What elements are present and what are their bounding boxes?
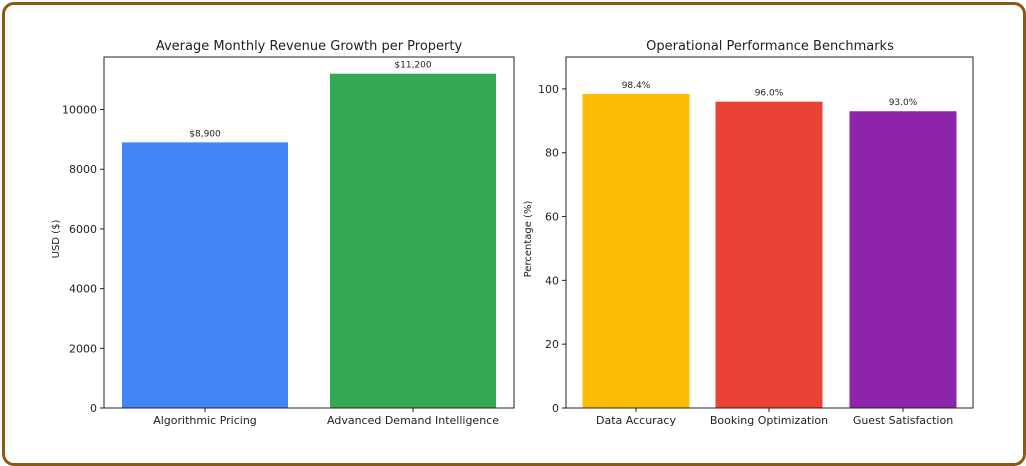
x-ticks: Algorithmic Pricing Advanced Demand Intel… [153, 408, 499, 427]
plot-area-border [565, 56, 974, 409]
y-tick-label: 40 [545, 274, 559, 287]
data-label: 98.4% [622, 81, 651, 91]
y-axis-label: Percentage (%) [523, 201, 534, 278]
x-ticks: Data Accuracy Booking Optimization Guest S… [596, 408, 953, 427]
x-tick-label: Booking Optimization [710, 414, 828, 427]
data-label: $11,200 [394, 61, 431, 71]
y-tick-label: 100 [538, 83, 559, 96]
chart-title: Average Monthly Revenue Growth per Prope… [156, 39, 463, 54]
y-ticks: 0 20 40 60 80 100 [538, 83, 566, 415]
y-tick-label: 0 [90, 402, 97, 415]
x-tick-label: Data Accuracy [596, 414, 676, 427]
y-axis-label: USD ($) [51, 220, 62, 259]
data-label: 93.0% [889, 98, 918, 108]
chart-title: Operational Performance Benchmarks [646, 39, 894, 54]
data-label: $8,900 [189, 129, 221, 139]
bar [330, 73, 496, 408]
chart-revenue: Average Monthly Revenue Growth per Prope… [51, 39, 515, 427]
y-ticks: 0 2000 4000 6000 8000 10000 [62, 104, 104, 415]
bar [849, 111, 957, 408]
bar [582, 94, 690, 409]
x-tick-label: Advanced Demand Intelligence [327, 414, 499, 427]
y-tick-label: 6000 [69, 223, 97, 236]
data-label: 96.0% [755, 89, 784, 99]
chart-operational: Operational Performance Benchmarks Perce… [523, 39, 974, 427]
bar [122, 142, 288, 408]
x-tick-label: Algorithmic Pricing [153, 414, 257, 427]
bars: 98.4% 96.0% 93.0% [582, 81, 957, 409]
y-tick-label: 4000 [69, 283, 97, 296]
y-tick-label: 20 [545, 338, 559, 351]
bars: $8,900 $11,200 [122, 61, 496, 408]
y-tick-label: 8000 [69, 163, 97, 176]
x-tick-label: Guest Satisfaction [853, 414, 953, 427]
y-tick-label: 10000 [62, 104, 97, 117]
y-tick-label: 2000 [69, 342, 97, 355]
y-tick-label: 80 [545, 147, 559, 160]
y-tick-label: 60 [545, 211, 559, 224]
plot-area-border [103, 56, 515, 409]
y-tick-label: 0 [552, 402, 559, 415]
bar [715, 101, 823, 408]
